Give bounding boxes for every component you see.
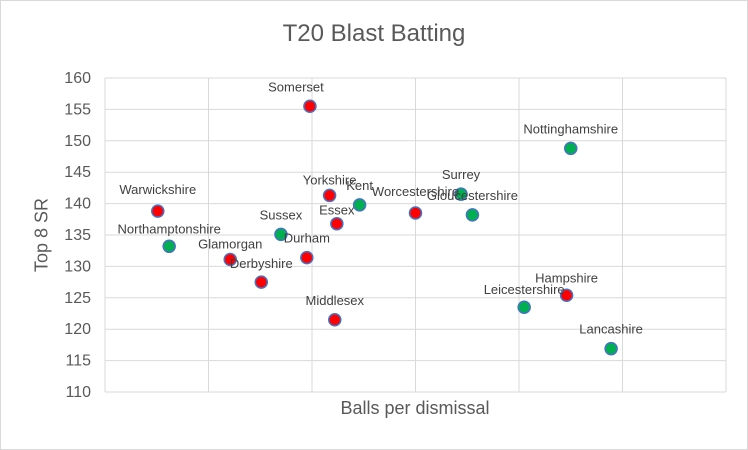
- data-point: [300, 250, 314, 265]
- data-label: Yorkshire: [303, 172, 357, 187]
- data-point: [352, 198, 367, 212]
- data-label: Glamorgan: [198, 236, 262, 251]
- data-label: Durham: [284, 231, 330, 246]
- data-point: [408, 206, 423, 220]
- y-tick-label: 160: [64, 70, 91, 87]
- y-tick-label: 110: [65, 384, 91, 401]
- data-point: [517, 300, 531, 314]
- y-tick-label: 125: [64, 290, 91, 307]
- y-tick-label: 150: [64, 133, 91, 150]
- data-label: Worcestershire: [372, 184, 459, 199]
- data-label: Lancashire: [579, 322, 643, 337]
- data-label: Gloucestershire: [427, 188, 518, 203]
- data-label: Surrey: [442, 167, 481, 182]
- y-tick-label: 145: [64, 164, 91, 181]
- data-point: [322, 188, 337, 203]
- data-point: [151, 204, 165, 218]
- data-label: Nottinghamshire: [523, 121, 618, 136]
- chart-title: T20 Blast Batting: [282, 20, 466, 47]
- y-tick-label: 155: [64, 101, 91, 118]
- data-point: [162, 239, 176, 254]
- data-point: [465, 208, 480, 222]
- data-label: Derbyshire: [230, 256, 293, 271]
- data-label: Essex: [319, 203, 355, 218]
- data-label: Warwickshire: [119, 182, 196, 197]
- data-label: Middlesex: [306, 293, 365, 308]
- y-tick-label: 130: [64, 258, 91, 275]
- data-point: [454, 187, 468, 201]
- y-tick-label: 120: [64, 321, 91, 338]
- y-tick-label: 140: [64, 196, 91, 213]
- data-label: Leicestershire: [484, 282, 565, 297]
- data-label: Kent: [346, 178, 373, 193]
- data-label: Somerset: [268, 79, 324, 94]
- data-point: [274, 227, 288, 242]
- y-tick-label: 115: [65, 353, 91, 370]
- data-label: Sussex: [260, 207, 303, 222]
- data-point: [254, 275, 269, 289]
- y-tick-label: 135: [64, 227, 91, 244]
- data-label: Hampshire: [535, 270, 598, 285]
- data-point: [559, 288, 574, 303]
- data-point: [303, 99, 317, 114]
- data-point: [330, 216, 344, 231]
- y-axis-label: Top 8 SR: [31, 197, 52, 273]
- data-label: Northamptonshire: [118, 221, 221, 236]
- x-axis-label: Balls per dismissal: [340, 398, 490, 418]
- data-point: [604, 341, 618, 356]
- data-point: [564, 141, 578, 156]
- data-point: [328, 313, 342, 327]
- data-point: [223, 252, 237, 267]
